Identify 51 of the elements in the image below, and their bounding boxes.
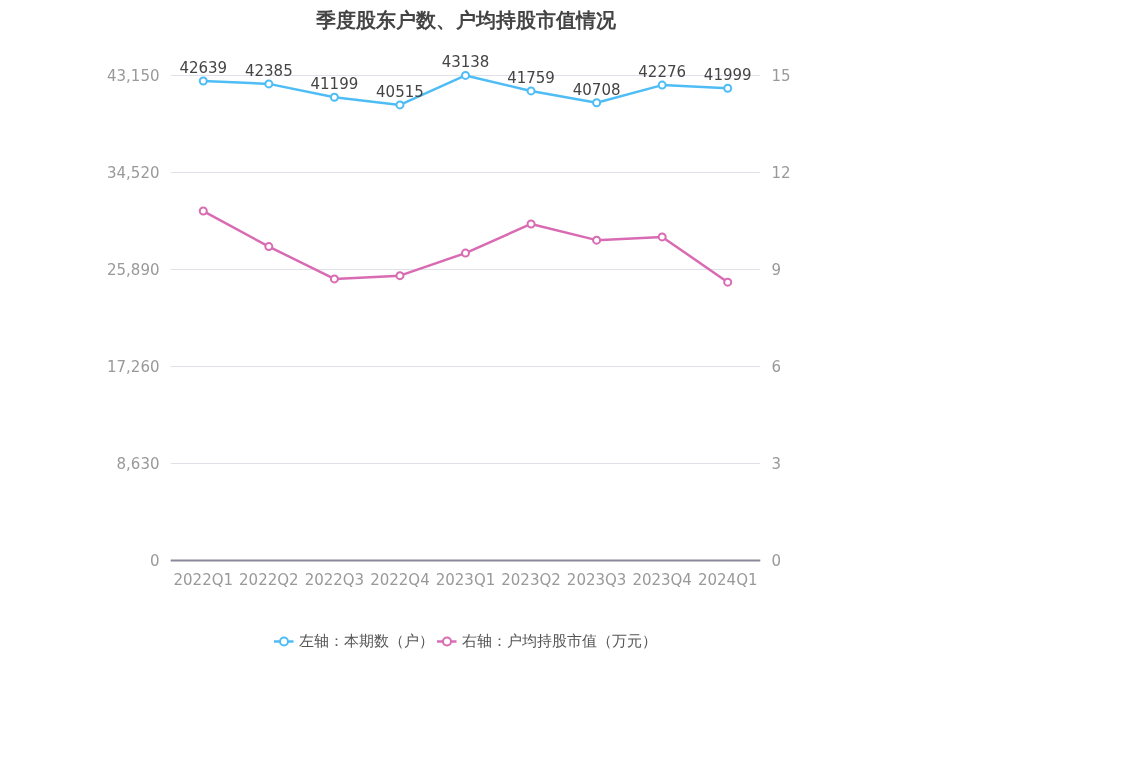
y2-tick-label: 0 [771, 552, 782, 571]
data-label: 42276 [638, 63, 687, 82]
data-label: 42639 [179, 59, 228, 78]
chart-title: 季度股东户数、户均持股市值情况 [314, 7, 617, 32]
data-label: 43138 [441, 53, 490, 72]
legend-label: 左轴：本期数（户） [298, 631, 434, 651]
point [526, 86, 536, 96]
point [723, 277, 733, 287]
point [329, 92, 339, 102]
data-label: 40515 [376, 82, 424, 101]
x-tick-label: 2022Q4 [370, 571, 430, 590]
y-tick-label: 34,520 [107, 164, 160, 183]
x-tick-label: 2022Q3 [304, 571, 365, 590]
y-tick-label: 43,150 [107, 67, 160, 86]
point [264, 242, 274, 252]
y-tick-label: 25,890 [107, 261, 160, 280]
point [198, 76, 208, 86]
x-tick-label: 2023Q1 [435, 571, 496, 590]
point [657, 80, 667, 90]
data-label: 41999 [703, 66, 752, 85]
data-label: 41199 [310, 75, 359, 94]
x-tick-label: 2023Q4 [632, 571, 692, 590]
data-label: 41759 [507, 68, 555, 87]
point [264, 79, 274, 89]
point [526, 219, 536, 229]
data-label: 42385 [244, 61, 293, 80]
x-tick-label: 2023Q2 [501, 571, 561, 590]
point [592, 98, 602, 108]
y2-tick-label: 3 [771, 455, 782, 474]
data-label: 40708 [572, 80, 621, 99]
point [395, 100, 405, 110]
point [657, 232, 667, 242]
y-tick-label: 17,260 [107, 358, 160, 377]
y2-tick-label: 6 [771, 358, 782, 377]
x-tick-label: 2022Q2 [239, 571, 299, 590]
x-tick-label: 2022Q1 [173, 571, 234, 590]
y-tick-label: 8,630 [116, 455, 160, 474]
y2-tick-label: 15 [771, 67, 791, 86]
x-tick-label: 2023Q3 [566, 571, 627, 590]
point [329, 274, 339, 284]
y-tick-label: 0 [149, 552, 160, 571]
x-tick-label: 2024Q1 [697, 571, 758, 590]
point [198, 206, 208, 216]
point [723, 83, 733, 93]
y2-tick-label: 12 [771, 164, 791, 183]
point [395, 271, 405, 281]
y2-tick-label: 9 [771, 261, 782, 280]
legend-label: 右轴：户均持股市值（万元） [461, 631, 657, 651]
point [461, 248, 470, 258]
point [592, 235, 602, 245]
point [461, 70, 470, 80]
